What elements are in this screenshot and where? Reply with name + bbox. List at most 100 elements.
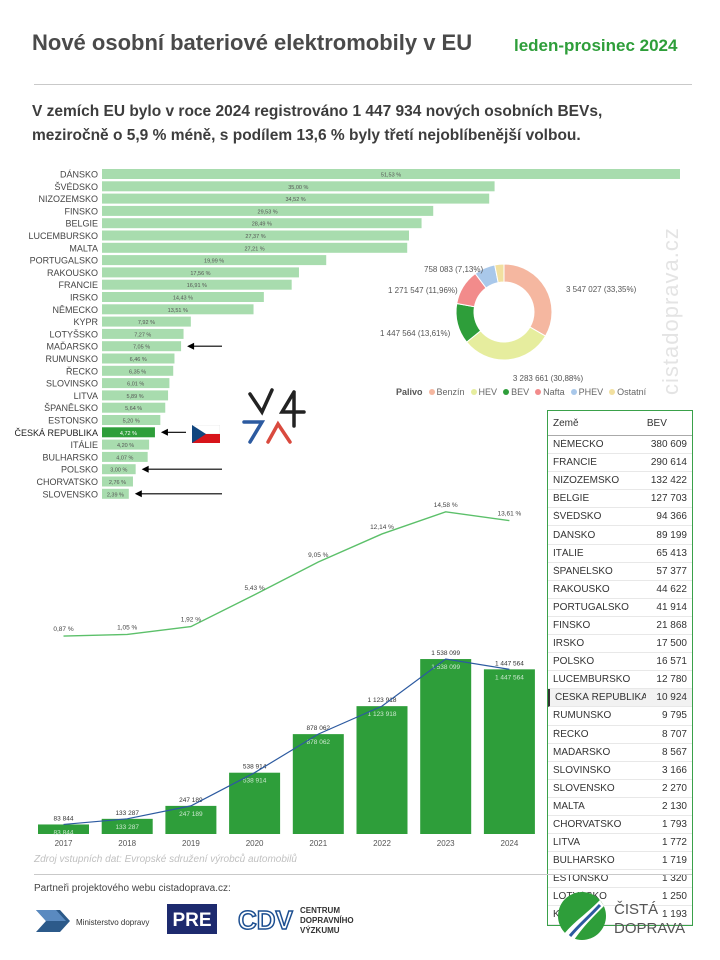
donut-slice-label: 1 447 564 (13,61%) — [380, 329, 451, 338]
country-bar — [102, 341, 182, 352]
legend-item-benzin: Benzín — [428, 387, 465, 397]
cdv-logo[interactable]: CDV CENTRUM DOPRAVNÍHO VÝZKUMU — [238, 902, 378, 936]
country-tick-label: LOTYŠSKO — [49, 329, 98, 339]
table-row: RAKOUSKO 44 622 — [548, 581, 692, 599]
country-tick-label: FINSKO — [64, 206, 98, 216]
table-cell-country: DÁNSKO — [553, 529, 596, 541]
table-row: BELGIE 127 703 — [548, 490, 692, 509]
legend-swatch — [570, 389, 577, 395]
table-header: Země BEV — [548, 411, 692, 436]
flag-triangle — [192, 425, 206, 443]
table-row: SLOVINSKO 3 166 — [548, 762, 692, 780]
year-bar — [38, 824, 89, 834]
table-cell-country: LUCEMBURSKO — [553, 674, 631, 686]
legend-label: HEV — [478, 387, 498, 397]
country-tick-label: SLOVINSKO — [46, 379, 98, 389]
country-bar — [102, 230, 410, 241]
legend-item-bev: BEV — [503, 387, 529, 397]
country-bar — [102, 464, 136, 475]
share-point-label: 1,05 % — [117, 624, 137, 631]
headline: V zemích EU bylo v roce 2024 registrován… — [32, 100, 672, 148]
md-logo-text: Ministerstvo dopravy — [76, 918, 149, 927]
ministerstvo-dopravy-logo[interactable]: Ministerstvo dopravy — [36, 906, 156, 936]
legend-swatch — [470, 389, 477, 395]
country-bar — [102, 169, 680, 179]
country-bar — [102, 488, 129, 499]
table-cell-country: NĚMECKO — [553, 439, 604, 451]
country-bar — [102, 365, 174, 376]
country-bar — [102, 353, 175, 364]
country-bar-label: 34,52 % — [286, 197, 306, 203]
table-cell-country: ŠPANĚLSKO — [553, 565, 613, 577]
year-bar-value-label: 133 287 — [115, 810, 139, 817]
country-tick-label: BELGIE — [65, 219, 98, 229]
country-bar-label: 7,05 % — [133, 345, 150, 351]
table-cell-bev: 41 914 — [656, 601, 687, 613]
country-bar — [102, 390, 169, 401]
share-line — [63, 511, 510, 637]
cd-logo-text: ČISTÁ — [614, 901, 658, 918]
cdv-logo-text: VÝZKUMU — [300, 926, 340, 935]
table-cell-country: ŘECKO — [553, 728, 589, 740]
table-row: ŠPANĚLSKO 57 377 — [548, 563, 692, 581]
page-title: Nové osobní bateriové elektromobily v EU — [32, 30, 473, 55]
year-bar-value-label: 538 914 — [243, 764, 267, 771]
table-cell-bev: 290 614 — [650, 457, 687, 469]
donut-slice-label: 1 271 547 (11,96%) — [388, 286, 458, 295]
table-cell-bev: 8 707 — [661, 728, 687, 740]
country-bar-label: 6,01 % — [127, 382, 144, 388]
trend-line — [63, 658, 510, 826]
bev-share-line-chart: 0,87 % 1,05 % 1,92 % 5,43 % 9,05 % 12,14 % 14,… — [53, 502, 522, 637]
table-cell-bev: 10 924 — [656, 692, 687, 704]
table-cell-country: CHORVATSKO — [553, 819, 622, 831]
year-bar — [420, 659, 472, 834]
pre-logo[interactable]: PRE — [167, 904, 217, 934]
country-bar-label: 27,37 % — [245, 234, 265, 240]
legend-label: PHEV — [578, 387, 604, 397]
pointer-arrowhead — [160, 428, 168, 436]
year-bar — [229, 772, 281, 834]
legend-swatch — [503, 389, 510, 395]
legend-item-phev: PHEV — [570, 387, 604, 397]
country-bar-label: 16,91 % — [187, 283, 207, 289]
table-row: SLOVENSKO 2 270 — [548, 780, 692, 798]
table-cell-country: NIZOZEMSKO — [553, 475, 620, 487]
country-tick-label: RAKOUSKO — [47, 268, 98, 278]
country-bar-label: 19,99 % — [204, 259, 224, 265]
table-cell-bev: 3 166 — [661, 764, 687, 776]
country-tick-label: IRSKO — [70, 293, 98, 303]
year-tick-label: 2019 — [182, 839, 200, 848]
share-point-label: 5,43 % — [244, 585, 264, 592]
table-cell-country: ŠVÉDSKO — [553, 511, 602, 523]
table-cell-bev: 127 703 — [650, 493, 687, 505]
country-bar — [102, 218, 422, 229]
flag-stripe — [192, 434, 220, 443]
country-bar-label: 3,00 % — [110, 468, 127, 474]
year-bar-inner-label: 1 123 918 — [368, 711, 397, 718]
country-bar-label: 4,20 % — [117, 443, 134, 449]
fuel-donut-chart: 3 547 027 (33,35%) 3 283 661 (30,88%) 1 44… — [380, 263, 637, 383]
country-tick-label: PORTUGALSKO — [30, 256, 98, 266]
year-bar-value-label: 247 189 — [179, 797, 203, 804]
country-bar-label: 28,49 % — [252, 222, 272, 228]
donut-slice-label: 758 083 (7,13%) — [424, 265, 483, 274]
table-cell-country: LITVA — [553, 837, 581, 849]
table-cell-bev: 1 793 — [661, 819, 687, 831]
cista-doprava-logo[interactable]: ČISTÁ DOPRAVA — [556, 890, 696, 942]
share-point-label: 0,87 % — [53, 626, 73, 633]
country-tick-label: CHORVATSKO — [36, 477, 98, 487]
table-row: PORTUGALSKO 41 914 — [548, 599, 692, 617]
year-bar — [356, 706, 408, 834]
table-cell-country: FRANCIE — [553, 457, 597, 469]
country-bar — [102, 304, 254, 315]
watermark-text: cistadoprava.cz — [658, 227, 683, 395]
donut-slice-label: 3 547 027 (33,35%) — [566, 285, 637, 294]
cdv-logo-text: CENTRUM — [300, 906, 340, 915]
country-bar — [102, 255, 327, 266]
country-bar — [102, 193, 490, 204]
table-row: LITVA 1 772 — [548, 834, 692, 853]
table-cell-bev: 1 193 — [661, 909, 687, 921]
table-row: DÁNSKO 89 199 — [548, 526, 692, 545]
table-cell-country: RAKOUSKO — [553, 583, 610, 595]
year-bar-value-label: 1 123 918 — [368, 697, 397, 704]
